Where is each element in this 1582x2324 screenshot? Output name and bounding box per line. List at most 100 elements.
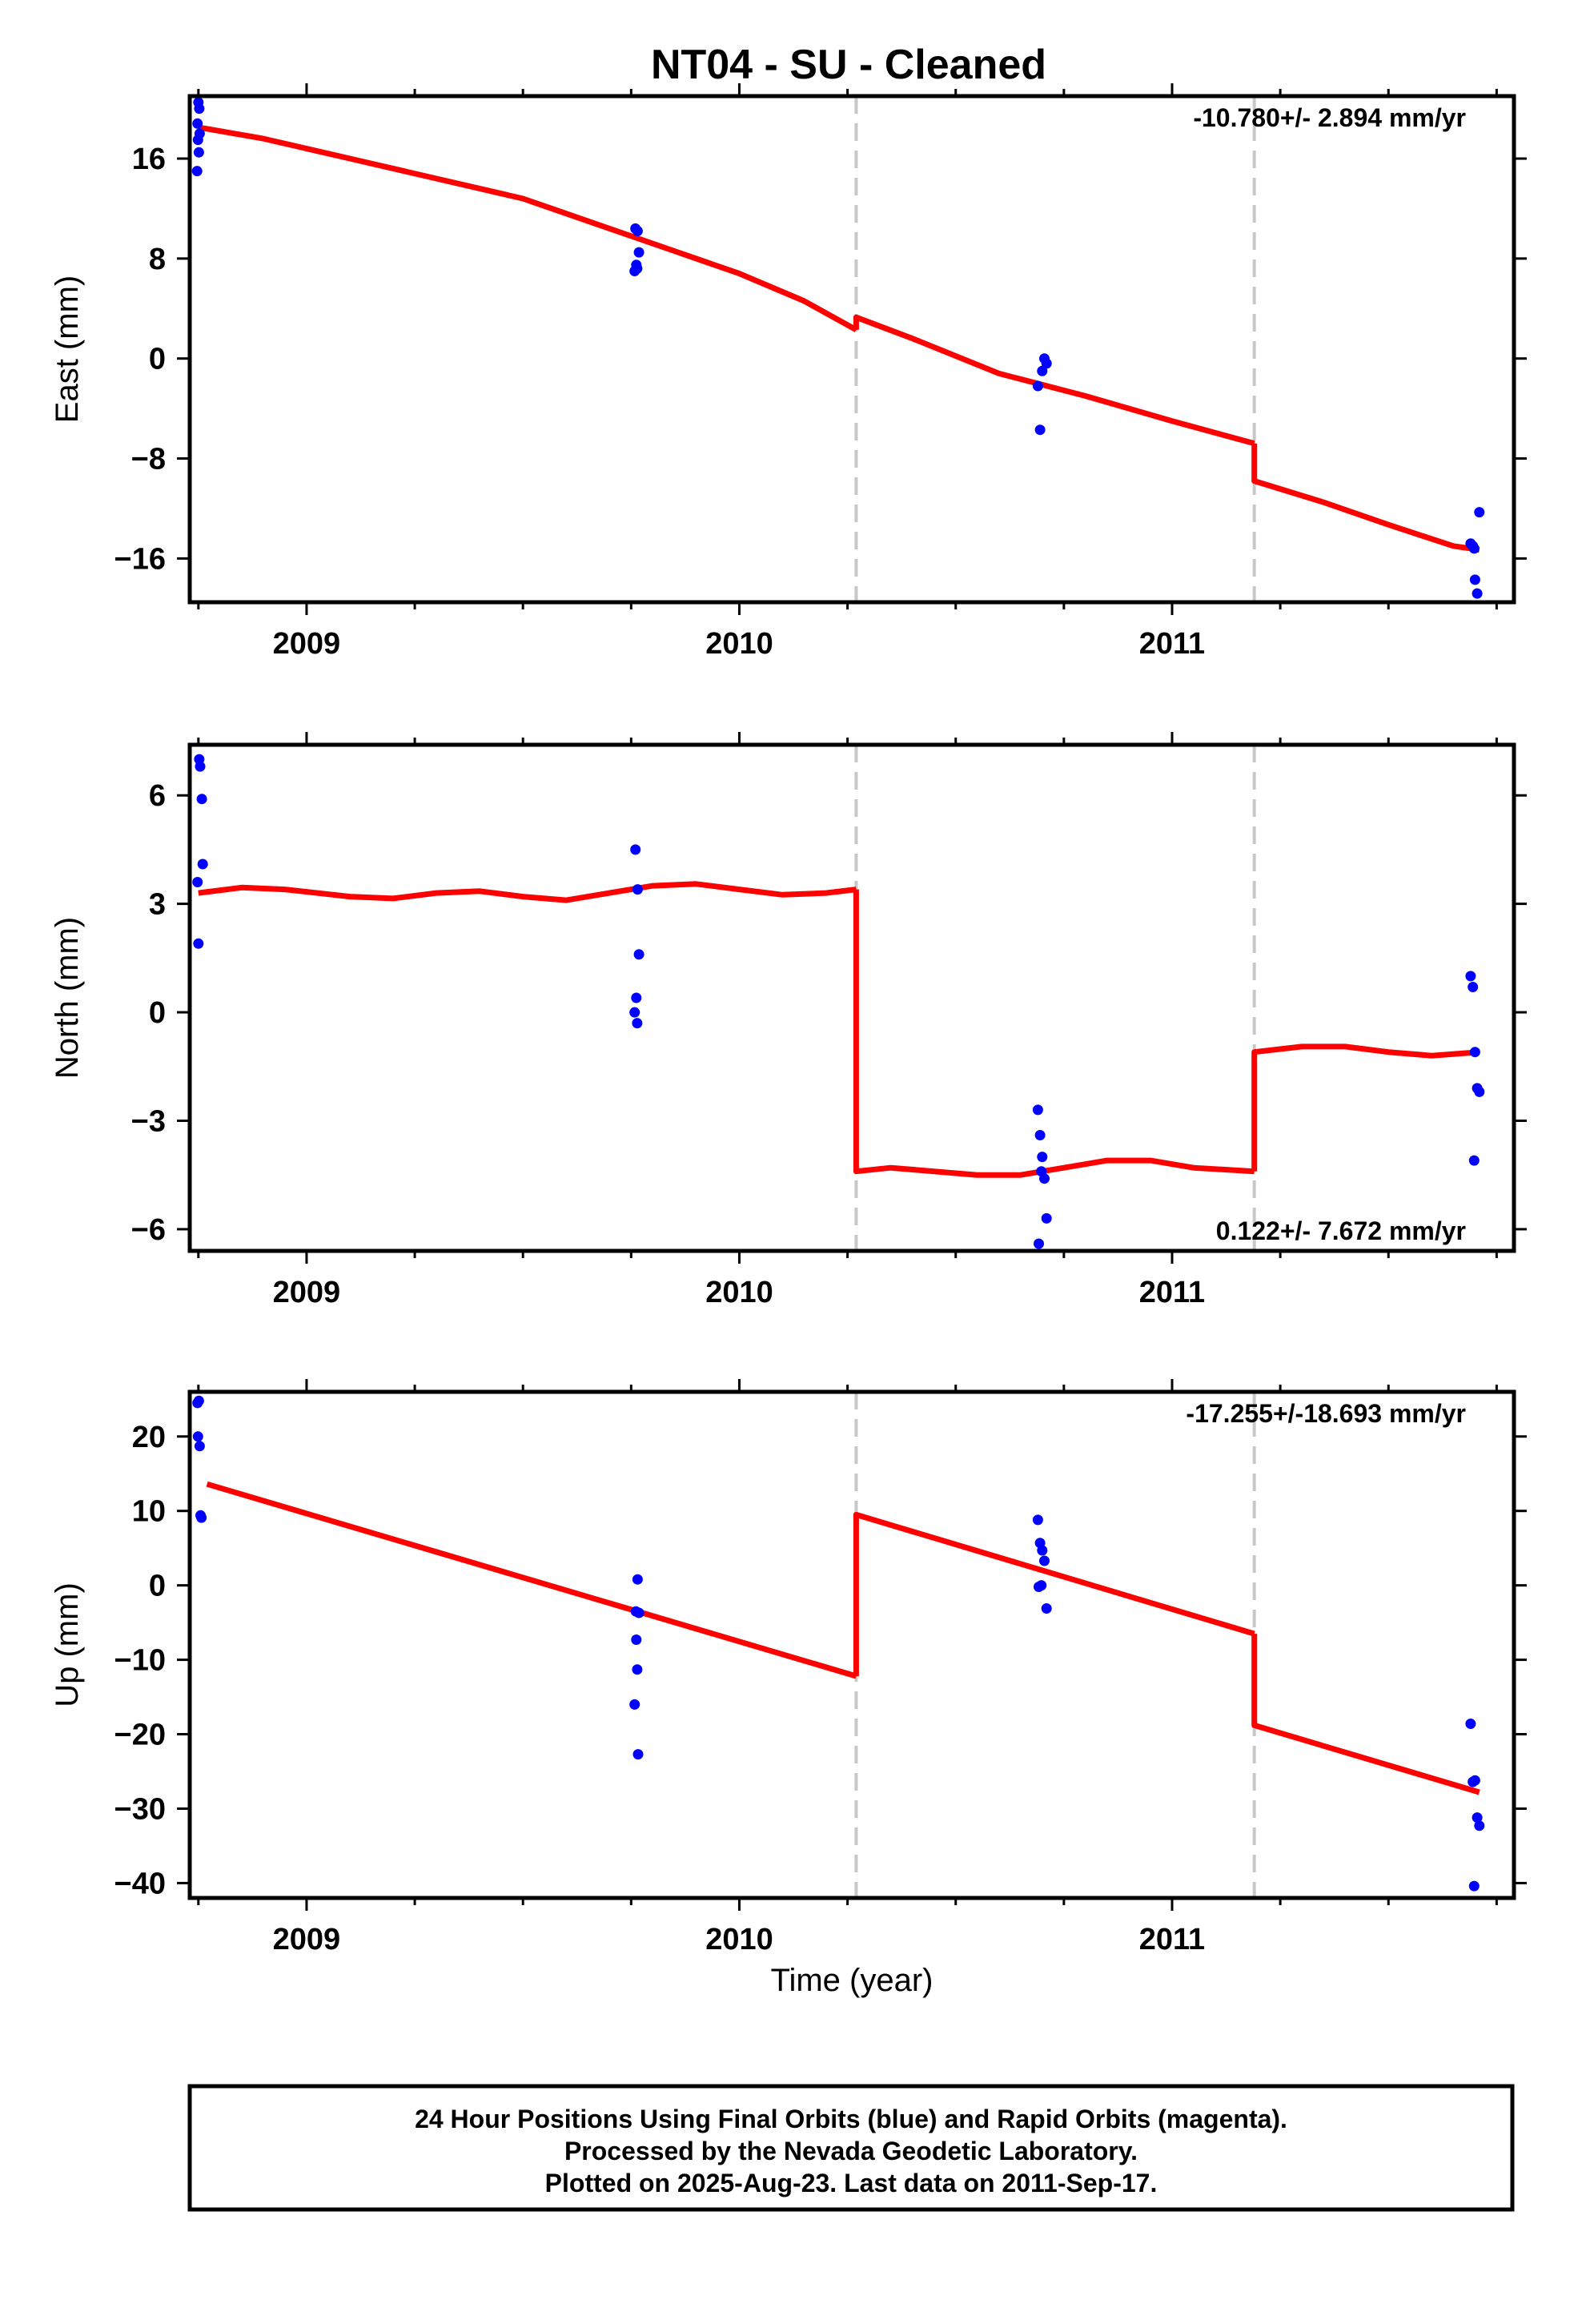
- north-data-point: [1032, 1104, 1043, 1116]
- up-data-point: [1039, 1555, 1050, 1566]
- north-data-point: [1469, 1047, 1480, 1058]
- north-data-point: [631, 992, 642, 1003]
- east-x-tick-label: 2009: [273, 627, 341, 661]
- east-data-point: [1034, 424, 1046, 436]
- north-x-tick-label: 2011: [1139, 1276, 1205, 1309]
- up-x-tick-label: 2011: [1139, 1923, 1205, 1956]
- up-data-point: [632, 1749, 644, 1760]
- east-data-point: [1474, 507, 1485, 518]
- east-plot-frame: [187, 94, 1516, 605]
- north-data-point: [632, 1018, 643, 1029]
- north-panel: 2009 2010 2011 6 3 0 −3 −6 North (mm) 0.122+/- 7.…: [50, 732, 1527, 1309]
- east-data-point: [194, 128, 205, 139]
- up-model-segment: [1251, 1634, 1480, 1795]
- north-y-tick-label: −6: [131, 1213, 166, 1247]
- north-x-tick-label: 2009: [273, 1276, 341, 1309]
- up-data-point: [632, 1574, 643, 1585]
- footer-box: 24 Hour Positions Using Final Orbits (bl…: [187, 2084, 1515, 2212]
- east-data-point: [633, 247, 644, 258]
- east-panel: 2009 2010 2011 16 8 0 −8 −16 East (mm) -10.780+/-…: [50, 83, 1527, 661]
- east-data-point: [194, 103, 205, 115]
- north-model-segment: [1251, 1043, 1480, 1172]
- up-y-tick-label: −20: [114, 1719, 166, 1752]
- north-y-tick-label: −3: [131, 1104, 166, 1138]
- north-data-point: [192, 877, 203, 887]
- north-y-tick-label: 3: [149, 888, 166, 922]
- east-data-point: [1032, 380, 1043, 392]
- north-data-point: [196, 794, 207, 805]
- east-data-point: [1469, 574, 1480, 585]
- north-x-tick-label: 2010: [705, 1276, 773, 1309]
- north-data-point: [1034, 1130, 1046, 1140]
- up-plot-frame: [187, 1389, 1516, 1900]
- up-model-segment: [853, 1511, 1255, 1676]
- up-data-point: [1469, 1775, 1480, 1786]
- east-y-tick-label: 0: [149, 343, 166, 376]
- east-x-tick-label: 2010: [705, 627, 773, 661]
- north-data-point: [1036, 1166, 1047, 1177]
- east-data-point: [191, 166, 203, 177]
- figure-title: NT04 - SU - Cleaned: [651, 42, 1046, 88]
- north-data-point: [1468, 1155, 1480, 1166]
- east-x-tick-label: 2011: [1139, 627, 1205, 661]
- up-data-point: [632, 1664, 643, 1675]
- north-model-segment: [853, 889, 1255, 1178]
- up-y-tick-label: 20: [132, 1421, 166, 1454]
- north-data-point: [630, 844, 641, 855]
- east-model-segment: [853, 314, 1255, 447]
- up-x-tick-label: 2010: [705, 1923, 773, 1956]
- north-data-point: [1034, 1238, 1044, 1249]
- north-data-point: [193, 938, 204, 949]
- up-model-segment: [206, 1481, 857, 1679]
- up-data-point: [629, 1699, 640, 1710]
- east-data-point: [192, 118, 203, 129]
- north-data-point: [1037, 1152, 1048, 1163]
- east-model-segment: [1251, 443, 1480, 553]
- up-x-axis-label: Time (year): [771, 1963, 934, 1998]
- up-data-point: [1037, 1545, 1048, 1556]
- up-data-point: [1472, 1812, 1483, 1823]
- east-y-tick-label: 16: [132, 143, 166, 176]
- north-data-point: [1474, 1086, 1485, 1097]
- up-data-point: [630, 1606, 641, 1617]
- up-data-point: [1034, 1582, 1044, 1592]
- east-data-point: [632, 263, 643, 274]
- up-y-tick-label: 10: [132, 1495, 166, 1529]
- footer-line-2: Processed by the Nevada Geodetic Laborat…: [564, 2137, 1138, 2165]
- up-data-point: [196, 1512, 207, 1523]
- up-y-tick-label: −30: [114, 1792, 166, 1826]
- north-data-point: [197, 858, 208, 870]
- east-rate-annotation: -10.780+/- 2.894 mm/yr: [1193, 103, 1466, 132]
- east-y-tick-label: −16: [114, 542, 166, 576]
- east-data-point: [193, 147, 204, 158]
- up-data-point: [1474, 1820, 1485, 1831]
- up-data-point: [1465, 1719, 1476, 1729]
- north-data-point: [1041, 1212, 1052, 1224]
- up-y-tick-label: −40: [114, 1867, 166, 1900]
- up-rate-annotation: -17.255+/-18.693 mm/yr: [1186, 1399, 1466, 1428]
- up-data-point: [1468, 1880, 1480, 1892]
- north-data-point: [195, 761, 206, 772]
- north-y-tick-label: 0: [149, 996, 166, 1030]
- up-data-point: [631, 1634, 642, 1645]
- east-y-tick-label: 8: [149, 243, 166, 276]
- up-y-tick-label: 0: [149, 1570, 166, 1603]
- east-y-axis-label: East (mm): [50, 275, 85, 423]
- east-data-point: [632, 226, 643, 236]
- north-rate-annotation: 0.122+/- 7.672 mm/yr: [1216, 1216, 1466, 1245]
- up-data-point: [192, 1431, 203, 1442]
- up-data-point: [194, 1441, 205, 1452]
- up-data-point: [1032, 1514, 1043, 1526]
- north-data-point: [632, 884, 643, 895]
- east-y-tick-label: −8: [131, 443, 166, 476]
- north-model-segment: [198, 881, 857, 903]
- north-data-point: [633, 949, 644, 960]
- north-plot-frame: [187, 742, 1516, 1253]
- north-y-axis-label: North (mm): [50, 917, 85, 1079]
- east-data-point: [1037, 365, 1048, 376]
- footer-line-1: 24 Hour Positions Using Final Orbits (bl…: [415, 2105, 1287, 2133]
- east-data-point: [1468, 543, 1480, 554]
